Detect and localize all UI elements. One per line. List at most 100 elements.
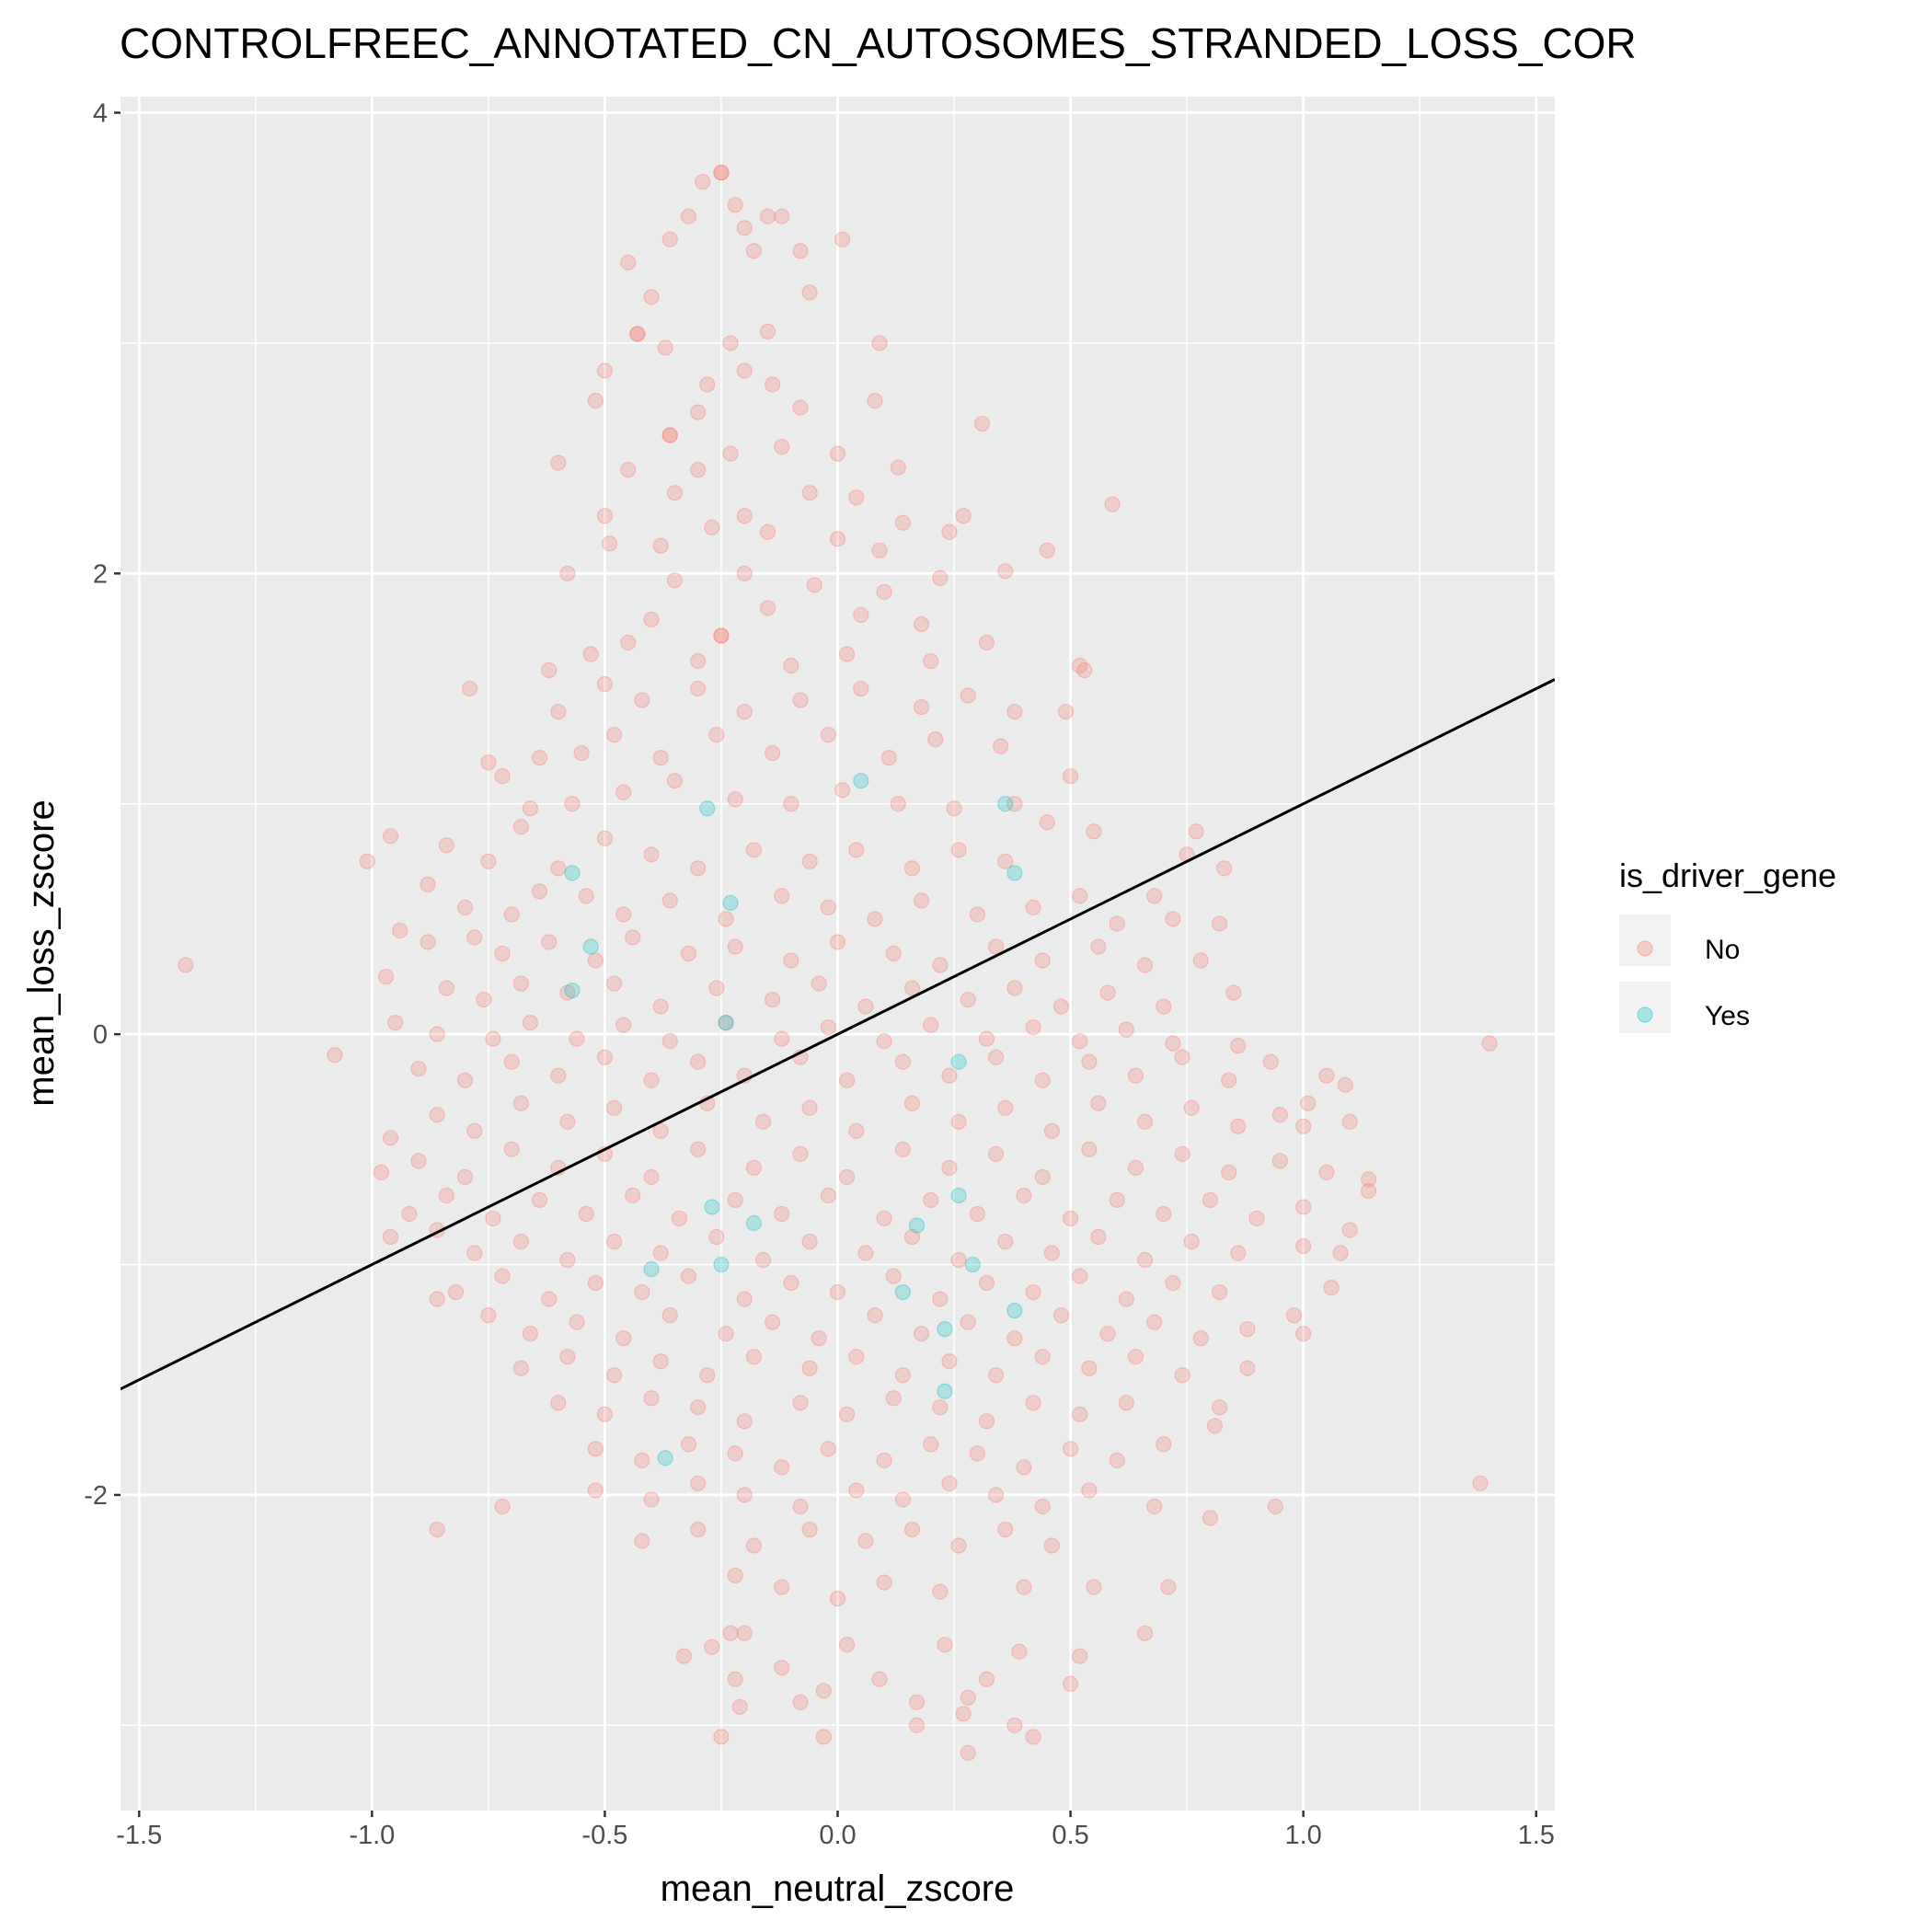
- reference-line-layer: [121, 678, 1555, 1391]
- point-no: [429, 1521, 445, 1538]
- point-no: [783, 952, 799, 969]
- point-no: [1057, 703, 1075, 720]
- point-no: [713, 165, 730, 181]
- point-no: [987, 1367, 1005, 1384]
- point-no: [960, 687, 976, 704]
- point-no: [494, 768, 511, 785]
- point-no: [1072, 1406, 1088, 1422]
- point-no: [643, 1072, 660, 1088]
- point-no: [871, 542, 888, 558]
- point-no: [1086, 1579, 1102, 1595]
- point-no: [429, 1107, 445, 1123]
- point-no: [1192, 952, 1209, 969]
- point-no: [578, 1205, 594, 1223]
- point-yes: [1006, 865, 1023, 881]
- point-no: [401, 1205, 418, 1223]
- point-no: [820, 1441, 836, 1457]
- point-no: [829, 445, 846, 462]
- point-no: [932, 957, 949, 973]
- point-no: [657, 339, 673, 356]
- point-no: [774, 1030, 790, 1047]
- point-no: [1206, 1418, 1224, 1434]
- x-tick-label: 0.5: [1052, 1821, 1088, 1850]
- point-no: [1118, 1395, 1134, 1411]
- point-no: [969, 906, 985, 923]
- point-no: [1025, 1729, 1041, 1745]
- point-no: [643, 289, 660, 305]
- point-no: [1016, 1579, 1032, 1595]
- point-no: [914, 698, 930, 716]
- point-no: [587, 1441, 604, 1457]
- point-no: [890, 459, 906, 476]
- point-no: [997, 1099, 1014, 1116]
- point-no: [447, 1283, 465, 1301]
- point-no: [569, 1030, 585, 1047]
- point-no: [643, 1491, 660, 1508]
- x-tick-label: -0.5: [581, 1821, 627, 1850]
- point-no: [1174, 1049, 1190, 1065]
- point-no: [1165, 911, 1181, 927]
- point-no: [661, 427, 678, 443]
- major-gridlines: [121, 97, 1555, 1811]
- point-no: [876, 583, 892, 600]
- point-no: [699, 376, 716, 393]
- point-no: [765, 1314, 781, 1330]
- point-no: [1211, 915, 1228, 932]
- point-no: [690, 1141, 707, 1157]
- point-no: [727, 791, 743, 808]
- point-no: [587, 952, 604, 969]
- point-no: [774, 208, 790, 224]
- point-no: [848, 489, 865, 506]
- point-no: [1211, 1283, 1228, 1301]
- point-yes: [643, 1260, 660, 1278]
- point-no: [587, 392, 604, 409]
- point-no: [661, 892, 678, 909]
- point-no: [1016, 1187, 1032, 1204]
- point-no: [1146, 1314, 1163, 1330]
- point-no: [620, 254, 637, 270]
- point-no: [848, 1482, 865, 1499]
- point-no: [522, 800, 539, 817]
- point-no: [876, 1452, 892, 1468]
- point-no: [783, 657, 799, 674]
- point-no: [765, 745, 781, 762]
- point-no: [1323, 1279, 1340, 1296]
- point-no: [1034, 952, 1051, 969]
- point-no: [1271, 1153, 1288, 1169]
- point-no: [512, 1360, 529, 1376]
- point-no: [894, 1367, 911, 1384]
- point-no: [801, 1360, 818, 1376]
- point-no: [932, 1583, 949, 1600]
- point-no: [485, 1210, 501, 1227]
- point-no: [382, 828, 399, 845]
- point-no: [1225, 984, 1242, 1001]
- point-no: [1341, 1113, 1358, 1130]
- point-no: [1271, 1107, 1288, 1123]
- x-tick-label: 0.0: [819, 1821, 856, 1850]
- point-no: [801, 485, 818, 501]
- point-no: [801, 1099, 818, 1116]
- point-no: [1081, 1360, 1098, 1376]
- point-no: [466, 1122, 483, 1139]
- point-no: [759, 523, 776, 540]
- point-no: [1183, 1233, 1200, 1250]
- point-no: [605, 1233, 623, 1250]
- point-no: [634, 1283, 650, 1301]
- point-yes: [564, 982, 581, 999]
- point-no: [1202, 1191, 1219, 1209]
- point-no: [1072, 657, 1088, 674]
- point-yes: [1006, 1303, 1023, 1319]
- point-no: [1052, 998, 1070, 1015]
- point-no: [713, 627, 730, 644]
- point-no: [1099, 1326, 1116, 1342]
- point-no: [978, 1413, 995, 1430]
- point-no: [759, 208, 776, 224]
- point-no: [885, 1390, 902, 1407]
- point-no: [955, 508, 972, 524]
- point-no: [652, 537, 669, 554]
- point-no: [652, 750, 669, 766]
- point-no: [661, 427, 678, 443]
- point-no: [792, 1395, 809, 1411]
- point-no: [834, 782, 851, 799]
- point-no: [643, 1168, 660, 1185]
